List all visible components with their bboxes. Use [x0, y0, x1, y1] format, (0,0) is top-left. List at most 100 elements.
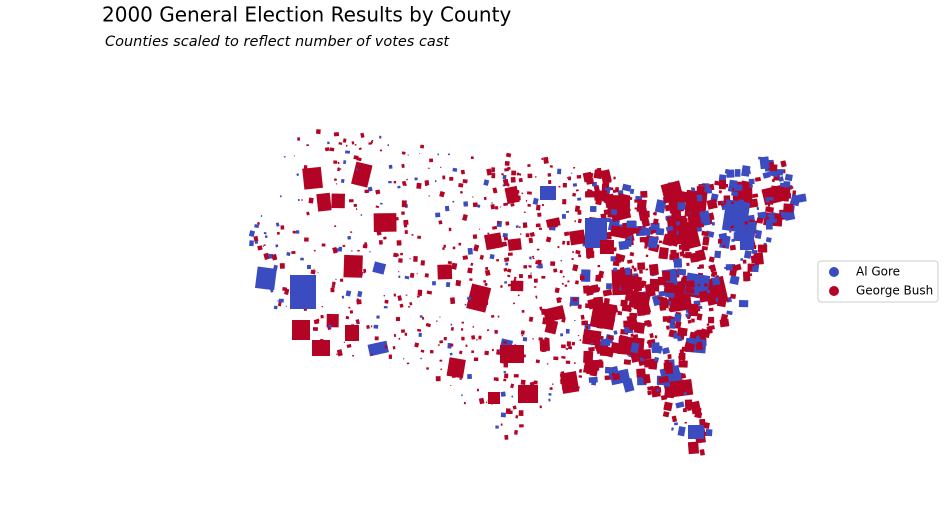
county: [552, 383, 554, 385]
county: [783, 198, 789, 202]
county: [405, 294, 408, 296]
county: [754, 229, 763, 239]
county: [374, 336, 379, 341]
county: [770, 164, 778, 172]
county: [626, 220, 637, 228]
county: [409, 272, 415, 278]
county: [491, 202, 493, 204]
county: [629, 251, 635, 257]
county: [350, 231, 353, 233]
county: [621, 183, 632, 192]
county: [397, 295, 403, 301]
county: [543, 156, 549, 164]
county: [751, 266, 759, 273]
county: [717, 200, 723, 206]
legend-marker: [829, 267, 839, 277]
county: [585, 177, 595, 185]
county: [471, 350, 475, 354]
county: [472, 234, 478, 240]
county: [342, 138, 347, 143]
county: [526, 191, 532, 195]
county: [578, 375, 583, 378]
county: [351, 161, 373, 188]
county: [346, 343, 352, 349]
county: [779, 211, 789, 220]
county: [780, 160, 787, 168]
county: [432, 281, 436, 286]
county: [714, 180, 722, 186]
county: [499, 206, 502, 208]
county: [327, 141, 330, 145]
county: [349, 310, 354, 314]
county: [744, 221, 748, 225]
legend-marker: [829, 286, 839, 296]
county: [279, 263, 285, 269]
county: [418, 153, 421, 155]
legend-box: [817, 260, 939, 303]
county: [548, 398, 551, 402]
county: [680, 215, 687, 224]
county: [684, 421, 687, 424]
county: [331, 281, 336, 286]
county: [472, 326, 474, 328]
county: [442, 247, 445, 250]
county: [317, 272, 319, 274]
county: [687, 316, 691, 320]
county: [588, 346, 595, 352]
county: [321, 243, 326, 247]
county: [384, 345, 388, 349]
county: [685, 207, 691, 215]
county: [470, 262, 474, 266]
county: [333, 160, 338, 164]
county: [665, 225, 674, 232]
county: [540, 186, 556, 200]
county: [491, 173, 496, 179]
county: [706, 191, 709, 194]
county: [701, 230, 709, 237]
county: [681, 240, 690, 252]
county: [366, 324, 370, 329]
county: [393, 252, 398, 258]
county: [525, 199, 528, 202]
county: [640, 215, 651, 228]
county: [316, 318, 320, 322]
county: [321, 305, 324, 308]
county: [639, 269, 643, 274]
county: [532, 197, 539, 205]
county: [535, 223, 541, 228]
county: [388, 354, 393, 359]
county: [409, 258, 411, 260]
county: [633, 283, 643, 292]
county: [572, 183, 578, 187]
county: [597, 264, 601, 268]
county: [740, 230, 754, 250]
county: [544, 337, 550, 343]
county: [575, 189, 579, 192]
county: [406, 362, 410, 365]
county: [308, 197, 314, 204]
county: [348, 306, 351, 309]
county: [666, 236, 671, 240]
county: [535, 359, 540, 364]
county: [497, 315, 500, 318]
county: [339, 168, 342, 170]
county: [582, 329, 602, 346]
county: [439, 340, 444, 344]
county: [461, 394, 463, 397]
county: [337, 161, 340, 165]
county: [369, 250, 371, 253]
county: [519, 424, 524, 428]
county: [789, 186, 794, 189]
county: [725, 214, 735, 223]
county: [335, 183, 338, 185]
county: [660, 370, 666, 375]
county: [559, 270, 563, 274]
county: [375, 205, 380, 209]
county: [532, 255, 535, 258]
county: [396, 240, 402, 246]
county: [597, 274, 602, 278]
county: [393, 293, 396, 297]
county: [286, 251, 291, 257]
county: [562, 199, 567, 205]
